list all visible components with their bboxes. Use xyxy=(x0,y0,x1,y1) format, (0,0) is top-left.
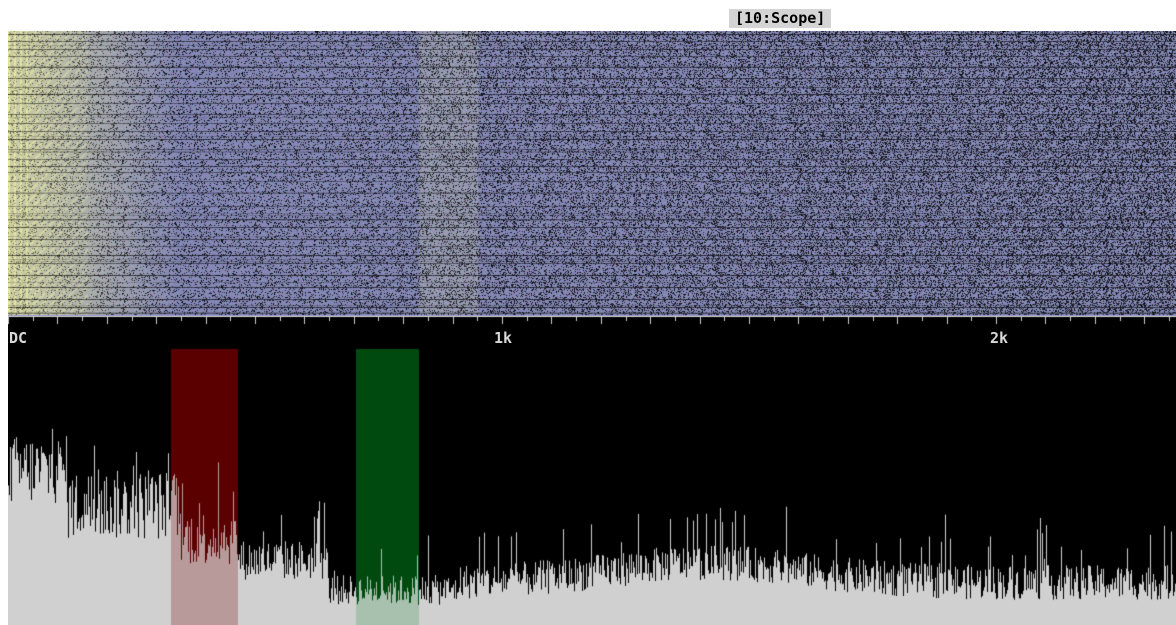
waterfall-display[interactable] xyxy=(8,31,1176,316)
freq-label-dc: DC xyxy=(9,329,28,347)
spectrum-scope[interactable] xyxy=(8,316,1176,625)
freq-label-2k: 2k xyxy=(990,329,1009,347)
freq-label-1k: 1k xyxy=(494,329,513,347)
window-title: [10:Scope] xyxy=(729,9,832,28)
